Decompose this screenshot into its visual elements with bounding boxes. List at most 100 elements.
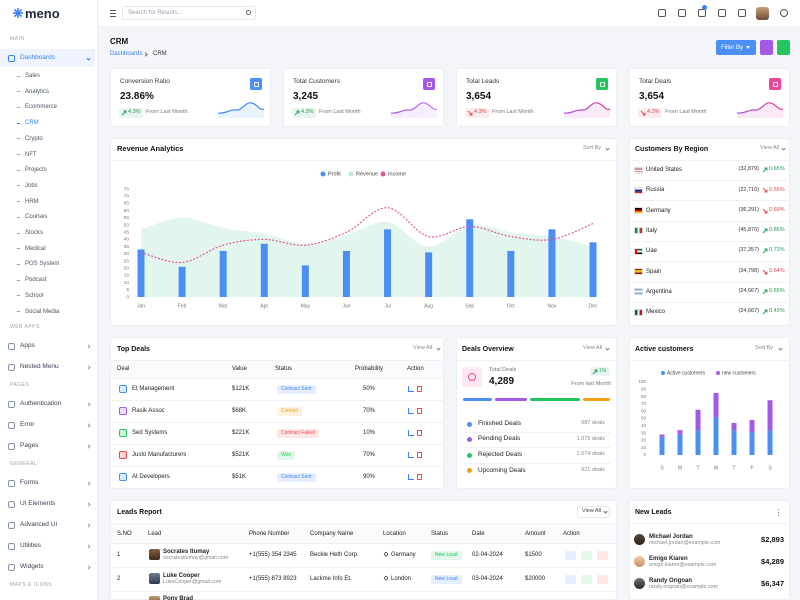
export-button[interactable] — [777, 40, 790, 55]
view-all-link[interactable]: View All — [760, 145, 780, 152]
country-change: 0.65% — [769, 288, 785, 295]
edit-button[interactable] — [408, 386, 414, 392]
user-avatar[interactable] — [756, 7, 769, 20]
menu-item[interactable]: Utilities — [20, 541, 41, 549]
trend-arrow — [762, 167, 768, 173]
country-flag — [634, 288, 643, 296]
submenu-item[interactable]: Podcast — [25, 277, 47, 284]
delete-button[interactable] — [417, 430, 422, 436]
submenu-bullet — [17, 185, 20, 187]
submenu-bullet — [17, 154, 20, 155]
breadcrumb[interactable]: Dashboards — [110, 51, 143, 57]
country-name: Russia — [646, 187, 665, 194]
view-all-link[interactable]: View All — [583, 345, 603, 352]
sort-dropdown[interactable]: Sort By — [583, 145, 602, 152]
search-icon — [246, 9, 251, 15]
delete-button[interactable] — [417, 386, 422, 392]
deal-value: $68K — [232, 408, 247, 414]
toolbar-icon[interactable] — [738, 9, 746, 17]
menu-item[interactable]: Pages — [20, 441, 39, 449]
legend-swatch — [716, 371, 720, 375]
legend-swatch — [320, 171, 326, 177]
submenu-item[interactable]: NFT — [25, 151, 37, 158]
menu-item[interactable]: UI Elements — [20, 499, 56, 507]
menu-item[interactable]: Widgets — [20, 562, 44, 570]
submenu-item[interactable]: Social Media — [25, 308, 60, 315]
trend-arrow — [762, 269, 768, 274]
country-name: United States — [646, 167, 683, 173]
menu-icon — [8, 400, 15, 408]
toolbar-icon[interactable] — [718, 9, 726, 17]
submenu-item[interactable]: CRM — [25, 120, 39, 127]
lead-avatar — [149, 549, 160, 560]
submenu-item[interactable]: Courses — [25, 214, 48, 221]
sparkline-area — [564, 102, 610, 118]
submenu-item[interactable]: Medical — [25, 245, 46, 252]
menu-item[interactable]: Advanced UI — [20, 520, 58, 528]
delete-button[interactable] — [417, 452, 422, 458]
submenu-bullet — [17, 106, 20, 108]
submenu-item[interactable]: Projects — [25, 167, 47, 174]
menu-item[interactable]: Error — [20, 420, 35, 428]
submenu-item[interactable]: Analytics — [25, 88, 50, 95]
toolbar-icon[interactable] — [678, 9, 686, 17]
view-button[interactable] — [565, 574, 576, 584]
edit-button[interactable] — [581, 574, 592, 584]
filter-button[interactable] — [716, 40, 756, 55]
view-all-link[interactable]: View All — [413, 345, 433, 352]
table-header-bg — [111, 524, 616, 543]
y-tick-label: 25 — [124, 258, 130, 264]
edit-button[interactable] — [408, 430, 414, 436]
country-change: 0.86% — [769, 227, 785, 234]
view-all-button[interactable] — [577, 506, 610, 518]
delete-button[interactable] — [417, 474, 422, 480]
delete-button[interactable] — [597, 574, 608, 584]
toolbar-icon[interactable] — [658, 9, 666, 17]
delete-button[interactable] — [417, 408, 422, 414]
stat-icon-glyph — [426, 81, 432, 87]
card — [629, 138, 790, 326]
profit-bar — [507, 250, 515, 297]
menu-item[interactable]: Dashboards — [20, 53, 56, 61]
submenu-item[interactable]: Jobs — [25, 182, 38, 189]
trend-arrow — [640, 110, 646, 116]
toolbar-icon[interactable] — [698, 9, 706, 17]
submenu-item[interactable]: Stocks — [25, 230, 44, 236]
submenu-item[interactable]: School — [25, 292, 44, 299]
sparkline-area — [737, 102, 783, 118]
y-tick-label: 10 — [641, 445, 647, 450]
view-button[interactable] — [565, 550, 576, 560]
submenu-item[interactable]: Ecommerce — [25, 104, 58, 111]
submenu-item[interactable]: HRM — [25, 198, 39, 205]
edit-button[interactable] — [581, 550, 592, 560]
delete-button[interactable] — [597, 550, 608, 560]
view-all-label: View All — [582, 508, 602, 515]
lead-email: michael.jordan@example.com — [649, 539, 721, 546]
sort-dropdown[interactable]: Sort By — [755, 345, 774, 352]
menu-item[interactable]: Authentication — [20, 399, 62, 407]
lead-avatar — [634, 556, 645, 567]
submenu-item[interactable]: POS System — [25, 261, 60, 268]
search-box[interactable] — [122, 6, 256, 20]
deal-category: Finished Deals — [478, 419, 521, 427]
menu-item[interactable]: Nested Menu — [20, 362, 59, 370]
stat-change: 4.3% — [474, 109, 487, 116]
menu-item[interactable]: Forms — [20, 478, 39, 486]
submenu-item[interactable]: Crypto — [25, 135, 43, 142]
deal-dot — [467, 468, 472, 474]
edit-button[interactable] — [408, 408, 414, 414]
settings-icon[interactable] — [780, 9, 788, 17]
download-button[interactable] — [760, 40, 773, 55]
submenu-item[interactable]: Sales — [25, 73, 41, 79]
y-tick-label: 90 — [641, 386, 647, 391]
deal-value: $51K — [232, 474, 247, 480]
y-tick-label: 20 — [124, 265, 130, 271]
edit-button[interactable] — [408, 474, 414, 480]
section-title: MAPS & ICONS — [10, 581, 53, 588]
menu-item[interactable]: Apps — [20, 341, 35, 349]
lead-avatar — [634, 578, 645, 589]
trend-arrow — [762, 248, 768, 254]
divider — [462, 431, 611, 433]
edit-button[interactable] — [408, 452, 414, 458]
deal-icon — [119, 385, 127, 393]
